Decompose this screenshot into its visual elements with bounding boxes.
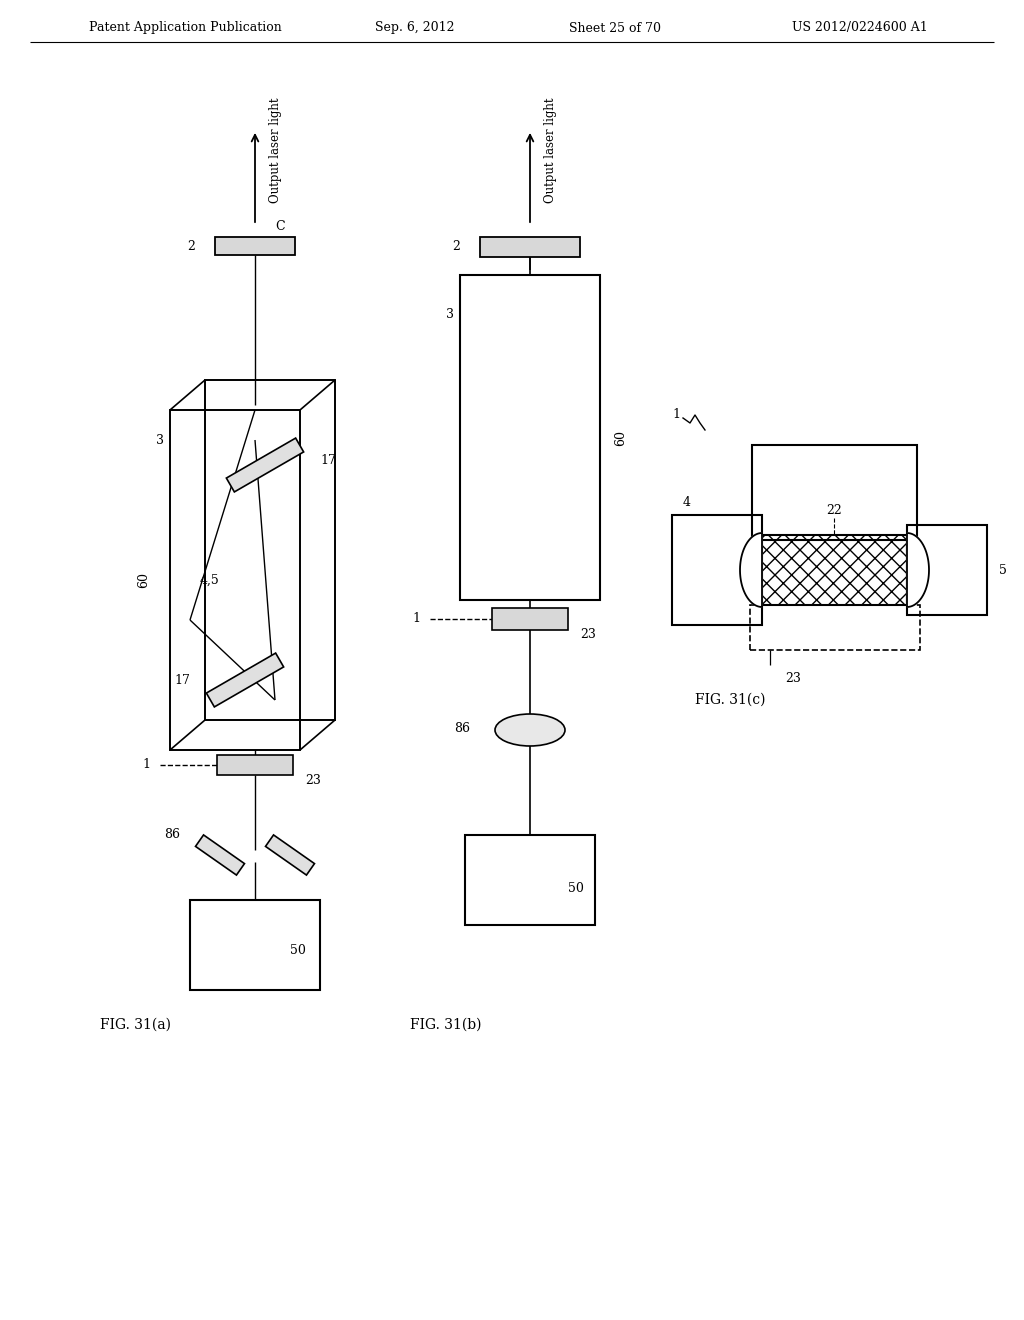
Bar bbox=[750, 605, 920, 649]
Text: 23: 23 bbox=[785, 672, 801, 685]
Text: 5: 5 bbox=[999, 564, 1007, 577]
Text: FIG. 31(b): FIG. 31(b) bbox=[410, 1018, 481, 1032]
Text: 17: 17 bbox=[174, 673, 190, 686]
Text: Output laser light: Output laser light bbox=[544, 98, 557, 203]
Text: 4: 4 bbox=[683, 496, 691, 510]
Text: C: C bbox=[275, 220, 285, 234]
Polygon shape bbox=[907, 533, 929, 607]
Text: FIG. 31(c): FIG. 31(c) bbox=[695, 693, 766, 708]
Bar bbox=[672, 515, 762, 624]
Bar bbox=[480, 238, 580, 257]
Text: 17: 17 bbox=[319, 454, 336, 466]
Text: 2: 2 bbox=[187, 239, 195, 252]
Text: FIG. 31(a): FIG. 31(a) bbox=[100, 1018, 171, 1032]
Text: 60: 60 bbox=[137, 572, 150, 587]
Bar bbox=[465, 836, 595, 925]
Text: 86: 86 bbox=[164, 829, 180, 842]
Text: 22: 22 bbox=[826, 503, 842, 516]
Text: 4,5: 4,5 bbox=[200, 573, 220, 586]
Text: Output laser light: Output laser light bbox=[269, 98, 282, 203]
Text: 2: 2 bbox=[453, 240, 460, 253]
Text: 50: 50 bbox=[568, 882, 584, 895]
Text: Sep. 6, 2012: Sep. 6, 2012 bbox=[375, 21, 455, 34]
Bar bbox=[907, 525, 987, 615]
Text: 1: 1 bbox=[412, 612, 420, 626]
Bar bbox=[205, 380, 335, 719]
Polygon shape bbox=[740, 533, 762, 607]
Text: Sheet 25 of 70: Sheet 25 of 70 bbox=[569, 21, 662, 34]
Polygon shape bbox=[207, 653, 284, 708]
Ellipse shape bbox=[495, 714, 565, 746]
Polygon shape bbox=[196, 836, 245, 875]
Bar bbox=[752, 445, 918, 540]
Text: 3: 3 bbox=[156, 433, 164, 446]
Bar bbox=[215, 238, 295, 255]
Bar bbox=[492, 609, 568, 630]
Bar bbox=[217, 755, 293, 775]
Text: 23: 23 bbox=[580, 628, 596, 642]
Text: Patent Application Publication: Patent Application Publication bbox=[89, 21, 282, 34]
Bar bbox=[190, 900, 319, 990]
Text: 23: 23 bbox=[305, 774, 321, 787]
Text: 3: 3 bbox=[446, 309, 454, 322]
Text: 86: 86 bbox=[454, 722, 470, 734]
Polygon shape bbox=[226, 438, 304, 492]
Text: 1: 1 bbox=[142, 759, 150, 771]
Text: 50: 50 bbox=[290, 944, 306, 957]
Polygon shape bbox=[265, 836, 314, 875]
Text: US 2012/0224600 A1: US 2012/0224600 A1 bbox=[793, 21, 928, 34]
Text: 60: 60 bbox=[614, 430, 627, 446]
Text: 1: 1 bbox=[672, 408, 680, 421]
Bar bbox=[762, 535, 907, 605]
Bar bbox=[460, 275, 600, 601]
Bar bbox=[170, 411, 300, 750]
